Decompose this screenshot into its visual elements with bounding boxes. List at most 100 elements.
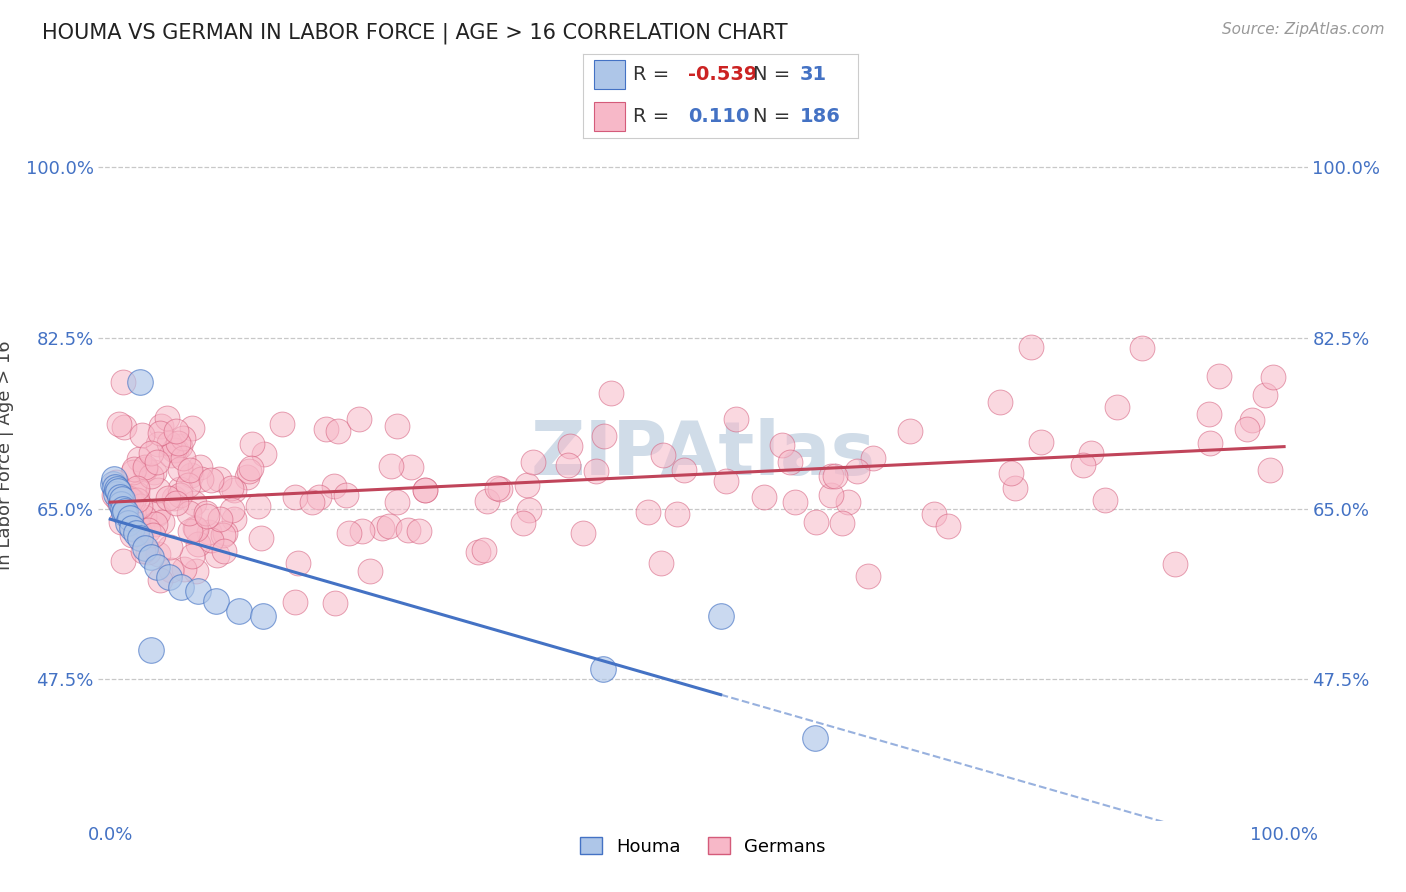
Point — [804, 515, 827, 529]
Point — [131, 522, 153, 536]
Point — [236, 470, 259, 484]
Point — [824, 469, 846, 483]
Point — [651, 448, 673, 462]
Point — [112, 507, 135, 521]
Point — [284, 490, 307, 504]
Point — [517, 503, 540, 517]
Point — [240, 437, 263, 451]
Point — [134, 461, 156, 475]
Point — [148, 505, 170, 519]
Point — [127, 487, 149, 501]
Point — [188, 459, 211, 474]
Point — [837, 495, 859, 509]
Point — [1130, 341, 1153, 355]
Point — [413, 483, 436, 498]
Point — [1000, 467, 1022, 481]
Point — [724, 412, 747, 426]
Point — [121, 521, 143, 535]
Point — [803, 731, 825, 745]
Point — [165, 442, 187, 457]
Point — [224, 483, 246, 498]
Point — [177, 506, 200, 520]
Point — [111, 487, 134, 501]
Point — [142, 528, 165, 542]
Point — [146, 437, 169, 451]
Point — [200, 533, 222, 548]
Text: ZIPAtlas: ZIPAtlas — [530, 418, 876, 491]
Point — [134, 460, 156, 475]
Point — [184, 521, 207, 535]
Point — [110, 497, 132, 511]
FancyBboxPatch shape — [595, 102, 624, 130]
Point — [224, 512, 246, 526]
Point — [141, 643, 163, 657]
Point — [169, 488, 191, 502]
Point — [219, 481, 242, 495]
Point — [111, 491, 134, 506]
Point — [117, 516, 139, 531]
Point — [714, 474, 737, 488]
Point — [180, 467, 202, 482]
Point — [1080, 446, 1102, 460]
Text: Source: ZipAtlas.com: Source: ZipAtlas.com — [1222, 22, 1385, 37]
Point — [160, 563, 183, 577]
Point — [1019, 340, 1042, 354]
Point — [118, 491, 141, 506]
Point — [105, 487, 128, 501]
Text: 186: 186 — [800, 107, 841, 126]
Point — [1094, 492, 1116, 507]
Point — [162, 442, 184, 457]
Point — [252, 608, 274, 623]
Point — [779, 455, 801, 469]
Point — [212, 543, 235, 558]
Point — [240, 461, 263, 475]
Point — [114, 503, 136, 517]
Point — [212, 528, 235, 542]
Point — [1164, 557, 1187, 571]
Point — [335, 488, 357, 502]
Point — [172, 431, 194, 445]
Point — [1208, 368, 1230, 383]
Point — [190, 472, 212, 486]
Point — [141, 550, 163, 565]
Point — [922, 507, 945, 521]
Point — [770, 438, 793, 452]
Point — [489, 482, 512, 496]
Point — [120, 493, 142, 508]
Point — [485, 481, 508, 495]
Point — [557, 458, 579, 472]
Point — [173, 562, 195, 576]
Text: 31: 31 — [800, 65, 827, 84]
Point — [143, 465, 166, 479]
Point — [107, 492, 129, 507]
Point — [1240, 413, 1263, 427]
Point — [208, 472, 231, 486]
Point — [139, 469, 162, 483]
Point — [1198, 436, 1220, 450]
Point — [253, 447, 276, 461]
Point — [301, 495, 323, 509]
Point — [125, 525, 148, 540]
Point — [131, 428, 153, 442]
Point — [179, 524, 201, 539]
Point — [136, 545, 159, 559]
Point — [820, 488, 842, 502]
Point — [111, 554, 134, 568]
Point — [477, 494, 499, 508]
Point — [128, 452, 150, 467]
Point — [820, 468, 842, 483]
Point — [592, 428, 614, 442]
Point — [114, 491, 136, 505]
Point — [1263, 369, 1285, 384]
Point — [271, 417, 294, 431]
Point — [399, 459, 422, 474]
Point — [558, 439, 581, 453]
Point — [1071, 458, 1094, 472]
Point — [347, 411, 370, 425]
Point — [186, 564, 208, 578]
Point — [124, 524, 146, 538]
Point — [156, 410, 179, 425]
Point — [862, 450, 884, 465]
Point — [337, 525, 360, 540]
Legend: Houma, Germans: Houma, Germans — [574, 830, 832, 863]
